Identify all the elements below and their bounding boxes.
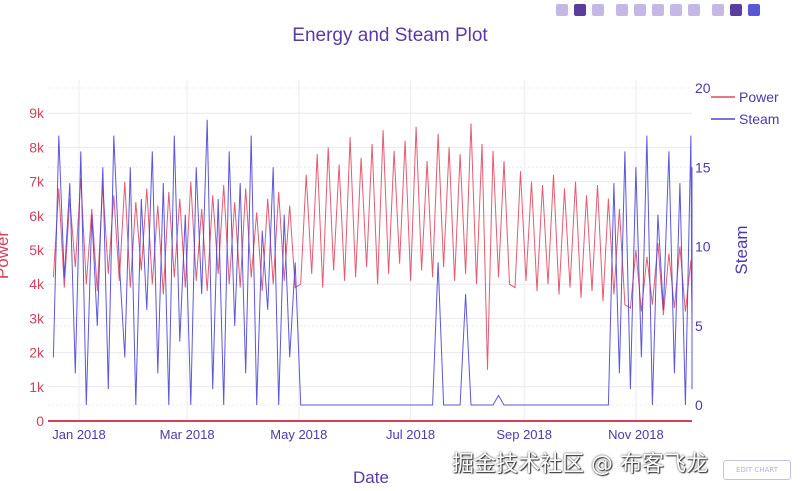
x-tick-label: Sep 2018 [496,427,552,442]
pan-icon[interactable] [592,4,604,16]
hover-compare-icon[interactable] [730,4,742,16]
x-tick-label: Nov 2018 [608,427,664,442]
y-tick-label: 9k [29,105,45,121]
zoom-icon[interactable] [574,4,586,16]
legend-power[interactable]: Power [739,89,779,105]
legend-steam[interactable]: Steam [739,111,779,127]
y2-tick-label: 5 [695,318,703,334]
x-tick-label: Jan 2018 [52,427,106,442]
camera-icon[interactable] [556,4,568,16]
hover-closest-icon[interactable] [712,4,724,16]
y2-tick-label: 0 [695,397,703,413]
y-tick-label: 7k [29,174,45,190]
series-lines [52,119,693,406]
y-tick-label: 1k [29,379,45,395]
series-power-line [52,123,693,370]
series-steam-line [52,119,693,406]
grid [48,80,692,421]
y2-tick-label: 10 [695,239,711,255]
spike-lines-icon[interactable] [688,4,700,16]
y2-axis-label: Steam [732,225,751,274]
axes: 0 1k 2k 3k 4k 5k 6k 7k 8k 9k 0 5 10 15 20 Jan 2018 Mar 2… [29,80,711,442]
y-axis-label: Power [0,231,12,280]
x-tick-label: May 2018 [270,427,327,442]
y-tick-label: 6k [29,208,45,224]
y-tick-label: 0 [36,413,44,429]
plotly-logo-icon[interactable] [748,4,760,16]
zoom-out-icon[interactable] [634,4,646,16]
y-tick-label: 4k [29,276,45,292]
x-tick-label: Jul 2018 [386,427,435,442]
y2-tick-label: 15 [695,159,711,175]
y2-tick-label: 20 [695,80,711,96]
x-axis-label: Date [353,468,389,487]
legend[interactable]: Power Steam [711,89,779,127]
edit-chart-button[interactable]: EDIT CHART [723,460,791,480]
y-tick-label: 2k [29,345,45,361]
autoscale-icon[interactable] [652,4,664,16]
reset-axes-icon[interactable] [670,4,682,16]
y-tick-label: 5k [29,242,45,258]
modebar [556,4,760,16]
y-tick-label: 3k [29,310,45,326]
y-tick-label: 8k [29,139,45,155]
chart-title: Energy and Steam Plot [292,25,488,46]
x-tick-label: Mar 2018 [160,427,215,442]
watermark: 掘金技术社区 @ 布客飞龙 [452,452,708,477]
zoom-in-icon[interactable] [616,4,628,16]
